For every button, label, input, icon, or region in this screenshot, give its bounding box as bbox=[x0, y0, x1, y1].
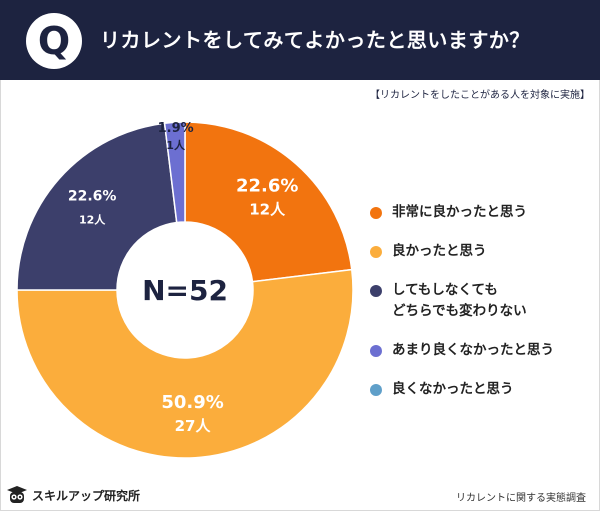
legend-item-1: 良かったと思う bbox=[370, 241, 592, 262]
question-badge-letter: Q bbox=[37, 19, 71, 63]
legend-swatch-1 bbox=[370, 246, 382, 258]
legend-item-0: 非常に良かったと思う bbox=[370, 202, 592, 223]
graduation-cap-owl-icon bbox=[7, 486, 27, 503]
survey-target-note: 【リカレントをしたことがある人を対象に実施】 bbox=[370, 90, 590, 101]
legend-item-3: あまり良くなかったと思う bbox=[370, 340, 592, 361]
legend-label-4: 良くなかったと思う bbox=[392, 381, 514, 397]
slice-percent-label-2: 22.6% bbox=[68, 189, 117, 205]
donut-slice-1 bbox=[16, 268, 354, 459]
legend-item-2: してもしなくても どちらでも変わりない bbox=[370, 280, 592, 322]
footer-logo-text: スキルアップ研究所 bbox=[32, 488, 141, 503]
donut-slice-2 bbox=[16, 122, 178, 291]
legend-swatch-3 bbox=[370, 345, 382, 357]
legend: 非常に良かったと思う 良かったと思うしてもしなくても どちらでも変わりないあまり良… bbox=[370, 202, 592, 418]
legend-swatch-4 bbox=[370, 384, 382, 396]
slice-count-label-1: 27人 bbox=[175, 417, 212, 435]
legend-label-0: 非常に良かったと思う bbox=[392, 204, 527, 220]
center-total-label: N=52 bbox=[142, 274, 228, 307]
chart-title: リカレントをしてみてよかったと思いますか？ bbox=[100, 28, 530, 52]
footer-logo: スキルアップ研究所 bbox=[6, 485, 140, 505]
legend-label-1: 良かったと思う bbox=[392, 243, 487, 259]
legend-label-3: あまり良くなかったと思う bbox=[392, 342, 554, 358]
footer-source: リカレントに関する実態調査 bbox=[456, 493, 586, 504]
legend-item-4: 良くなかったと思う bbox=[370, 379, 592, 400]
question-header: Q リカレントをしてみてよかったと思いますか？ bbox=[0, 0, 600, 80]
slice-count-label-3: 1人 bbox=[166, 138, 186, 152]
slice-count-label-2: 12人 bbox=[79, 213, 106, 227]
legend-swatch-0 bbox=[370, 207, 382, 219]
donut-slice-0 bbox=[184, 121, 353, 283]
slice-percent-label-0: 22.6% bbox=[236, 175, 298, 196]
slice-count-label-0: 12人 bbox=[249, 200, 286, 218]
legend-label-2: してもしなくても どちらでも変わりない bbox=[392, 282, 527, 319]
question-badge: Q bbox=[26, 13, 82, 69]
slice-percent-label-3: 1.9% bbox=[158, 121, 194, 136]
slice-percent-label-1: 50.9% bbox=[161, 392, 223, 413]
legend-swatch-2 bbox=[370, 285, 382, 297]
donut-slice-3 bbox=[163, 121, 186, 224]
